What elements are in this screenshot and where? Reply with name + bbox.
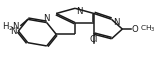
- Text: N: N: [113, 18, 120, 27]
- Text: N: N: [44, 14, 50, 23]
- Text: CH$_3$: CH$_3$: [140, 24, 155, 34]
- Text: N: N: [76, 7, 82, 16]
- Text: H$_2$N: H$_2$N: [2, 20, 20, 32]
- Text: O: O: [132, 25, 139, 34]
- Text: N: N: [10, 26, 17, 35]
- Text: Cl: Cl: [90, 35, 98, 44]
